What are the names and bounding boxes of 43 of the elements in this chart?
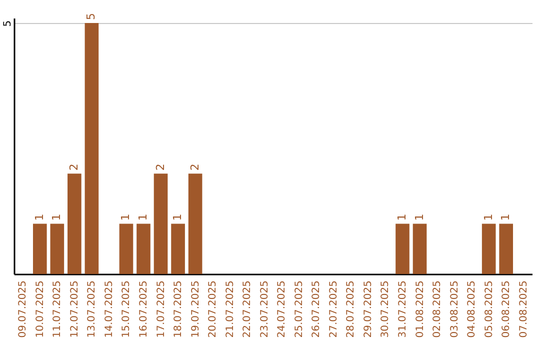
data-label: 1 (50, 214, 64, 221)
x-tick-label: 15.07.2025 (121, 280, 132, 338)
data-label: 1 (136, 214, 150, 221)
x-tick-label: 12.07.2025 (69, 280, 80, 338)
x-tick-label: 04.08.2025 (466, 280, 478, 338)
x-tick-label: 19.07.2025 (190, 280, 202, 338)
x-tick-label: 17.07.2025 (156, 280, 167, 338)
data-label: 1 (412, 214, 426, 221)
x-tick-label: 30.07.2025 (380, 280, 392, 338)
x-tick-label: 20.07.2025 (208, 280, 219, 338)
data-label: 1 (119, 214, 132, 221)
data-label: 1 (396, 214, 408, 221)
x-tick-label: 11.07.2025 (52, 280, 64, 338)
x-tick-label: 03.08.2025 (449, 280, 460, 338)
x-tick-label: 25.07.2025 (294, 280, 305, 338)
x-tick-label: 29.07.2025 (362, 280, 374, 338)
data-label: 2 (154, 164, 167, 171)
data-label: 1 (171, 214, 184, 221)
x-tick-label: 31.07.2025 (398, 280, 408, 338)
x-tick-label: 26.07.2025 (311, 280, 322, 338)
x-tick-label: 23.07.2025 (259, 280, 270, 338)
data-label: 1 (499, 214, 512, 221)
data-label: 2 (188, 164, 202, 171)
data-label: 2 (67, 164, 80, 171)
x-tick-label: 05.08.2025 (484, 280, 495, 338)
x-tick-label: 14.07.2025 (104, 280, 115, 338)
x-tick-label: 09.07.2025 (18, 280, 29, 338)
x-tick-label: 06.08.2025 (501, 280, 512, 338)
x-tick-label: 18.07.2025 (173, 280, 184, 338)
x-tick-label: 22.07.2025 (242, 280, 254, 338)
x-tick-label: 27.07.2025 (328, 280, 340, 338)
data-label: 5 (84, 13, 98, 20)
data-label: 1 (482, 214, 495, 221)
x-tick-label: 13.07.2025 (86, 280, 98, 338)
x-tick-label: 21.07.2025 (224, 280, 236, 338)
x-tick-label: 16.07.2025 (138, 280, 150, 338)
x-tick-label: 02.08.2025 (432, 280, 444, 338)
data-label: 1 (32, 214, 46, 221)
x-tick-label: 07.08.2025 (518, 280, 530, 338)
x-tick-label: 01.08.2025 (414, 280, 426, 338)
x-tick-label: 28.07.2025 (346, 280, 357, 338)
x-tick-label: 24.07.2025 (276, 280, 288, 338)
x-tick-label: 10.07.2025 (34, 280, 46, 338)
